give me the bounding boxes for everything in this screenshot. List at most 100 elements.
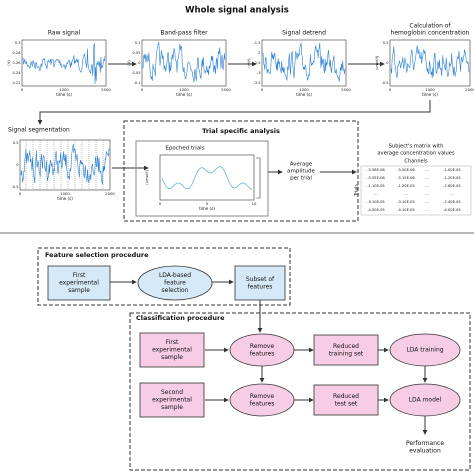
y-tick-label: -0.5	[11, 185, 18, 189]
panel-title: Epoched trials	[165, 146, 204, 152]
y-tick-label: 0.5	[13, 141, 19, 145]
y-label: (V)	[126, 60, 131, 66]
node-label: sample	[161, 354, 183, 361]
y-tick-label: -3	[257, 71, 261, 75]
process-ellipse	[389, 333, 461, 367]
node-label: test set	[335, 400, 358, 407]
x-label: time (s)	[199, 206, 215, 211]
matrix-cell: ...	[425, 168, 428, 172]
matrix-cell: ...	[425, 200, 428, 204]
matrix-title: average concentration values	[377, 151, 455, 157]
matrix-cell: -1.20E-05	[443, 176, 460, 180]
y-tick-label: 0.5	[383, 41, 389, 45]
node-label: sample	[68, 287, 90, 294]
signal	[390, 45, 470, 79]
matrix-frame	[360, 165, 472, 216]
process-ellipse	[137, 265, 213, 301]
node-label: features	[248, 283, 273, 290]
y-tick-label: 0	[386, 61, 389, 65]
matrix-cell: -4.00E-05	[367, 208, 384, 212]
matrix-cell: -2.80E-05	[443, 184, 460, 188]
y-tick-label: -0.5	[381, 81, 388, 85]
signal	[262, 42, 346, 82]
matrix-cell: ...	[425, 176, 428, 180]
y-tick-label: -3.5	[253, 81, 260, 85]
y-tick-label: 0.28	[12, 51, 21, 55]
matrix-cell: -4.00E-05	[443, 208, 460, 212]
matrix-cell: -5.58E-06	[367, 168, 385, 172]
process-box	[139, 332, 205, 368]
signal	[142, 41, 226, 83]
node-label: features	[250, 400, 275, 407]
y-tick-label: -2	[257, 51, 261, 55]
matrix-cell: -1.10E-05	[367, 184, 384, 188]
node-label: Remove	[250, 343, 275, 350]
y-tick-label: 0.24	[12, 71, 21, 75]
x-label: time (s)	[57, 196, 73, 201]
matrix-cell: ...	[450, 192, 453, 196]
panel-title: Raw signal	[48, 30, 81, 37]
x-tick-label: 1000	[60, 191, 70, 196]
panel-title: hemoglobin concentration	[391, 30, 470, 37]
node-label: training set	[329, 350, 364, 357]
section-title: Whole signal analysis	[185, 6, 289, 16]
node-label: First	[73, 272, 86, 279]
x-tick-label: 10	[252, 201, 257, 206]
matrix-cell: ...	[425, 184, 428, 188]
x-tick-label: 1000	[425, 87, 435, 92]
node-label: LDA-based	[159, 272, 191, 279]
matrix-cell: -2.40E-05	[443, 200, 460, 204]
process-box	[234, 265, 286, 301]
matrix-cell: ...	[404, 192, 407, 196]
y-tick-label: 0.3	[15, 41, 21, 45]
x-tick-label: 1000	[299, 87, 309, 92]
arrows	[0, 61, 474, 435]
plot-frame	[159, 154, 255, 201]
brace	[256, 157, 261, 199]
y-tick-label: 0.1	[135, 41, 141, 45]
matrix-cell: ...	[425, 208, 428, 212]
feature-box	[37, 247, 291, 306]
x-label: time (s)	[296, 92, 312, 97]
matrix-cell: ...	[425, 192, 428, 196]
node-label: selection	[162, 287, 189, 294]
node-label: First	[166, 339, 179, 346]
matrix-cell: -1.20E-05	[397, 184, 414, 188]
average-label: per trial	[290, 176, 312, 182]
x-tick-label: 0	[261, 87, 264, 92]
node-label: Performance	[406, 440, 444, 447]
process-ellipse	[229, 333, 295, 367]
node-label: feature	[164, 280, 186, 287]
trial-box	[123, 120, 359, 222]
matrix-cell: -1.00E-05	[443, 168, 460, 172]
x-tick-label: 5	[206, 201, 209, 206]
x-tick-label: 0	[19, 191, 22, 196]
box-title: Feature selection procedure	[45, 251, 149, 259]
plot-frame	[389, 39, 471, 87]
y-tick-label: 0	[138, 61, 141, 65]
matrix-cell: -4.10E-05	[397, 208, 414, 212]
signal	[20, 143, 110, 185]
x-label: time (s)	[176, 92, 192, 97]
y-tick-label: -0.05	[131, 71, 140, 75]
x-tick-label: 2000	[221, 87, 231, 92]
node-label: LDA training	[406, 347, 443, 354]
matrix-title: Subject's matrix with	[389, 144, 444, 150]
node-label: features	[250, 350, 275, 357]
plot-frame	[21, 39, 107, 87]
panel-title: Signal segmentation	[8, 127, 70, 134]
average-label: Average	[290, 162, 313, 168]
y-tick-label: -1.5	[253, 41, 260, 45]
x-tick-label: 2000	[465, 87, 474, 92]
y-tick-label: 0.05	[132, 51, 140, 55]
x-tick-label: 0	[389, 87, 392, 92]
box-title: Trial specific analysis	[202, 127, 280, 135]
y-label: (V)	[6, 60, 11, 66]
plot-frame	[19, 139, 111, 191]
matrix-cell: ...	[374, 192, 377, 196]
process-ellipse	[389, 383, 461, 417]
x-tick-label: 0	[159, 201, 162, 206]
matrix-cell: -5.55E-06	[367, 176, 385, 180]
x-tick-label: 1000	[179, 87, 189, 92]
